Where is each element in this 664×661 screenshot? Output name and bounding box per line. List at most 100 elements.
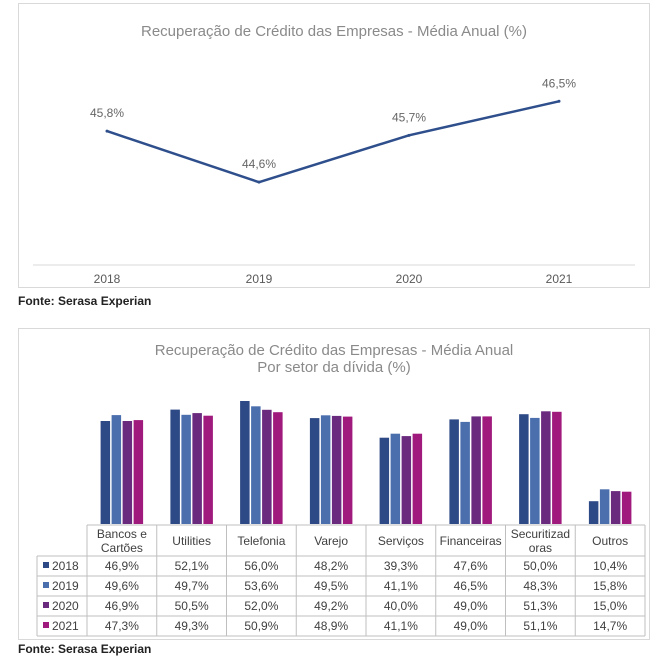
table-cell: 48,9% <box>314 619 348 633</box>
data-label: 46,5% <box>542 76 576 90</box>
category-label: Telefonia <box>237 534 285 548</box>
chart-subtitle: Por setor da dívida (%) <box>257 359 410 376</box>
legend-swatch <box>43 562 49 568</box>
bar <box>460 421 470 524</box>
category-label: Serviços <box>378 534 424 548</box>
bar <box>251 406 261 524</box>
bar <box>342 416 353 524</box>
table-cell: 10,4% <box>593 559 627 573</box>
data-point <box>557 99 561 103</box>
category-label: Financeiras <box>440 534 502 548</box>
chart-title: Recuperação de Crédito das Empresas - Mé… <box>155 342 514 359</box>
bar <box>192 413 202 524</box>
table-cell: 49,0% <box>454 599 488 613</box>
table-cell: 53,6% <box>244 579 278 593</box>
legend-label: 2019 <box>52 579 79 593</box>
bar <box>449 419 459 524</box>
table-cell: 46,9% <box>105 559 139 573</box>
table-cell: 39,3% <box>384 559 418 573</box>
bar <box>262 409 272 524</box>
x-tick-label: 2019 <box>246 272 273 286</box>
data-point <box>407 133 411 137</box>
table-cell: 47,3% <box>105 619 139 633</box>
x-tick-label: 2018 <box>94 272 121 286</box>
bar <box>390 433 401 524</box>
bar-chart-panel: Recuperação de Crédito das Empresas - Mé… <box>18 328 650 640</box>
category-label: oras <box>529 541 552 555</box>
category-label: Varejo <box>314 534 348 548</box>
bar <box>203 415 213 524</box>
table-cell: 48,2% <box>314 559 348 573</box>
bar <box>599 489 610 524</box>
bar <box>530 417 540 524</box>
table-cell: 49,0% <box>454 619 488 633</box>
legend-swatch <box>43 622 49 628</box>
series-line <box>106 100 560 184</box>
table-cell: 49,3% <box>175 619 209 633</box>
bar <box>100 421 111 524</box>
table-cell: 51,3% <box>523 599 557 613</box>
x-tick-label: 2021 <box>546 272 573 286</box>
bar <box>320 415 331 524</box>
table-cell: 49,2% <box>314 599 348 613</box>
table-cell: 15,8% <box>593 579 627 593</box>
bar-chart-source: Fonte: Serasa Experian <box>18 642 152 656</box>
line-chart: Recuperação de Crédito das Empresas - Mé… <box>33 23 635 286</box>
category-label: Bancos e <box>97 527 147 541</box>
table-cell: 52,0% <box>244 599 278 613</box>
table-cell: 49,5% <box>314 579 348 593</box>
table-cell: 46,9% <box>105 599 139 613</box>
bar <box>412 433 423 524</box>
bar <box>122 421 133 524</box>
table-cell: 49,6% <box>105 579 139 593</box>
x-tick-label: 2020 <box>396 272 423 286</box>
bar <box>111 415 122 524</box>
bar <box>541 411 551 524</box>
bar <box>309 418 320 524</box>
data-label: 45,8% <box>90 106 124 120</box>
legend-label: 2021 <box>52 619 79 633</box>
bar <box>588 501 599 524</box>
chart-title: Recuperação de Crédito das Empresas - Mé… <box>141 23 527 40</box>
bar <box>170 409 180 524</box>
bar <box>482 416 492 524</box>
table-cell: 41,1% <box>384 619 418 633</box>
category-label: Securitizad <box>511 527 570 541</box>
legend-label: 2018 <box>52 559 79 573</box>
table-cell: 51,1% <box>523 619 557 633</box>
bar <box>471 416 481 524</box>
category-label: Cartões <box>101 541 143 555</box>
table-cell: 52,1% <box>175 559 209 573</box>
bar <box>181 414 191 524</box>
legend-swatch <box>43 582 49 588</box>
category-label: Utilities <box>172 534 211 548</box>
table-cell: 48,3% <box>523 579 557 593</box>
table-cell: 56,0% <box>244 559 278 573</box>
bar <box>610 491 621 524</box>
table-cell: 14,7% <box>593 619 627 633</box>
data-label: 45,7% <box>392 110 426 124</box>
bar <box>240 401 250 524</box>
table-cell: 50,9% <box>244 619 278 633</box>
line-chart-source: Fonte: Serasa Experian <box>18 294 152 308</box>
table-cell: 15,0% <box>593 599 627 613</box>
bar <box>519 414 529 524</box>
bar <box>552 411 562 524</box>
bar <box>621 491 632 524</box>
line-chart-panel: Recuperação de Crédito das Empresas - Mé… <box>18 3 650 288</box>
table-cell: 40,0% <box>384 599 418 613</box>
table-cell: 41,1% <box>384 579 418 593</box>
bar <box>379 437 390 524</box>
table-cell: 50,5% <box>175 599 209 613</box>
data-point <box>105 129 109 133</box>
data-point <box>257 180 261 184</box>
category-label: Outros <box>592 534 628 548</box>
table-cell: 50,0% <box>523 559 557 573</box>
table-cell: 49,7% <box>175 579 209 593</box>
table-cell: 46,5% <box>454 579 488 593</box>
bar <box>273 412 283 524</box>
legend-swatch <box>43 602 49 608</box>
data-label: 44,6% <box>242 157 276 171</box>
table-cell: 47,6% <box>454 559 488 573</box>
bar <box>133 420 144 524</box>
